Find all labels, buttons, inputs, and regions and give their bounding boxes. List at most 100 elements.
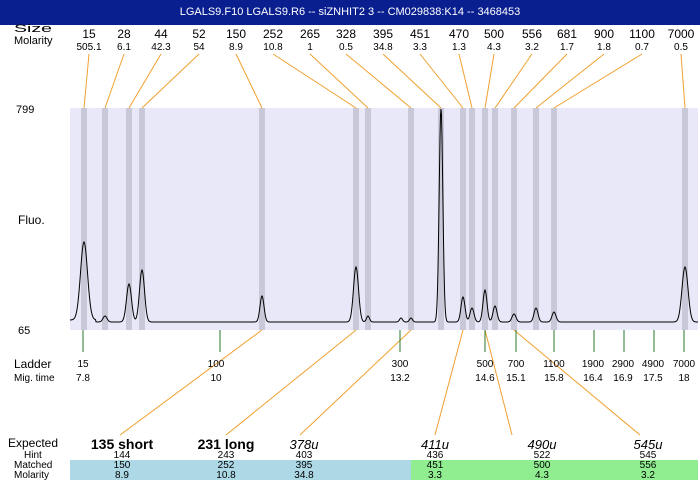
peak-connector bbox=[309, 53, 369, 109]
matched-value: 150 bbox=[114, 460, 131, 471]
peak-connector bbox=[104, 53, 125, 109]
ladder-time-label: 16.9 bbox=[613, 373, 633, 384]
ladder-time-label: 17.5 bbox=[643, 373, 663, 384]
mig-time-row-label: Mig. time bbox=[14, 373, 55, 384]
peak-connector bbox=[535, 53, 605, 109]
matched-row-label: Matched bbox=[14, 460, 52, 471]
matched-molarity-value: 10.8 bbox=[216, 470, 236, 480]
peak-size-label: 7000 bbox=[668, 27, 695, 41]
peak-size-label: 265 bbox=[300, 27, 320, 41]
expected-connector bbox=[434, 329, 464, 436]
fluorescence-trace bbox=[70, 108, 698, 323]
expected-connector bbox=[119, 329, 263, 436]
peak-size-label: 328 bbox=[336, 27, 356, 41]
peak-size-label: 15 bbox=[82, 27, 96, 41]
ladder-time-label: 15.8 bbox=[544, 373, 564, 384]
peak-connector bbox=[272, 53, 357, 109]
molarity-row-label: Molarity bbox=[14, 35, 53, 47]
peak-band bbox=[81, 108, 87, 330]
peak-connector bbox=[494, 53, 533, 109]
ladder-size-label: 700 bbox=[508, 359, 525, 370]
ladder-size-label: 2900 bbox=[612, 359, 635, 370]
peak-molarity-label: 3.2 bbox=[525, 42, 539, 53]
ladder-size-label: 1100 bbox=[543, 359, 565, 370]
ladder-size-label: 15 bbox=[77, 359, 89, 370]
peak-molarity-label: 34.8 bbox=[373, 42, 393, 53]
ladder-time-label: 16.4 bbox=[583, 373, 603, 384]
peak-connector bbox=[680, 53, 686, 109]
ladder-time-label: 10 bbox=[210, 373, 222, 384]
peak-molarity-label: 3.3 bbox=[413, 42, 427, 53]
peak-connector bbox=[128, 53, 162, 109]
peak-size-label: 52 bbox=[192, 27, 206, 41]
peak-band bbox=[551, 108, 557, 330]
peak-size-label: 470 bbox=[449, 27, 469, 41]
peak-molarity-label: 6.1 bbox=[117, 42, 131, 53]
peak-size-label: 556 bbox=[522, 27, 542, 41]
peak-band bbox=[482, 108, 488, 330]
ladder-size-label: 4900 bbox=[642, 359, 665, 370]
peak-band bbox=[102, 108, 108, 330]
peak-band bbox=[408, 108, 414, 330]
hint-value: 403 bbox=[296, 450, 313, 461]
expected-connector bbox=[513, 329, 641, 436]
matched-molarity-row-label: Molarity bbox=[14, 470, 49, 480]
peak-molarity-label: 0.7 bbox=[635, 42, 649, 53]
size-row-label: Size bbox=[14, 23, 52, 35]
peak-molarity-label: 1.3 bbox=[452, 42, 466, 53]
hint-value: 243 bbox=[218, 450, 235, 461]
matched-band-green bbox=[411, 460, 698, 480]
peak-molarity-label: 1.7 bbox=[560, 42, 574, 53]
peak-band bbox=[492, 108, 498, 330]
matched-molarity-value: 8.9 bbox=[115, 470, 129, 480]
peak-size-label: 500 bbox=[484, 27, 504, 41]
matched-molarity-value: 3.3 bbox=[428, 470, 442, 480]
peak-molarity-label: 8.9 bbox=[229, 42, 243, 53]
expected-label: 378u bbox=[290, 437, 319, 452]
peak-connector bbox=[484, 53, 495, 109]
peak-connector bbox=[235, 53, 263, 109]
expected-connector bbox=[484, 329, 513, 436]
ladder-size-label: 7000 bbox=[673, 359, 696, 370]
ladder-time-label: 13.2 bbox=[390, 373, 410, 384]
expected-connector bbox=[299, 329, 412, 436]
expected-row-label: Expected bbox=[8, 436, 58, 450]
ladder-time-label: 7.8 bbox=[76, 373, 90, 384]
peak-molarity-label: 42.3 bbox=[151, 42, 171, 53]
peak-molarity-label: 505.1 bbox=[76, 42, 101, 53]
peak-size-label: 44 bbox=[154, 27, 168, 41]
matched-band-blue bbox=[70, 460, 411, 480]
peak-connector bbox=[419, 53, 464, 109]
peak-band bbox=[469, 108, 475, 330]
y-max-label: 799 bbox=[16, 104, 34, 116]
fluo-label: Fluo. bbox=[18, 213, 45, 227]
peak-band bbox=[438, 108, 444, 330]
peak-band bbox=[259, 108, 265, 330]
peak-molarity-label: 54 bbox=[193, 42, 205, 53]
peak-molarity-label: 4.3 bbox=[487, 42, 501, 53]
expected-label: 411u bbox=[421, 437, 449, 452]
matched-value: 451 bbox=[427, 460, 444, 471]
peak-bands bbox=[81, 108, 688, 330]
peak-band bbox=[511, 108, 517, 330]
hint-row-label: Hint bbox=[24, 450, 42, 461]
matched-value: 252 bbox=[218, 460, 235, 471]
y-min-label: 65 bbox=[18, 325, 30, 337]
matched-molarity-value: 4.3 bbox=[535, 470, 549, 480]
peak-band bbox=[126, 108, 132, 330]
peak-connector bbox=[513, 53, 568, 109]
matched-molarity-value: 34.8 bbox=[294, 470, 314, 480]
peak-connector bbox=[141, 53, 200, 109]
peak-connector bbox=[458, 53, 473, 109]
ladder-size-label: 300 bbox=[392, 359, 409, 370]
peak-connector bbox=[83, 53, 90, 109]
peak-size-label: 150 bbox=[226, 27, 246, 41]
peak-size-label: 681 bbox=[557, 27, 577, 41]
peak-connector bbox=[553, 53, 643, 109]
window-title: LGALS9.F10 LGALS9.R6 -- siZNHIT2 3 -- CM… bbox=[0, 0, 700, 25]
peak-band bbox=[139, 108, 145, 330]
plot-area bbox=[70, 108, 698, 330]
